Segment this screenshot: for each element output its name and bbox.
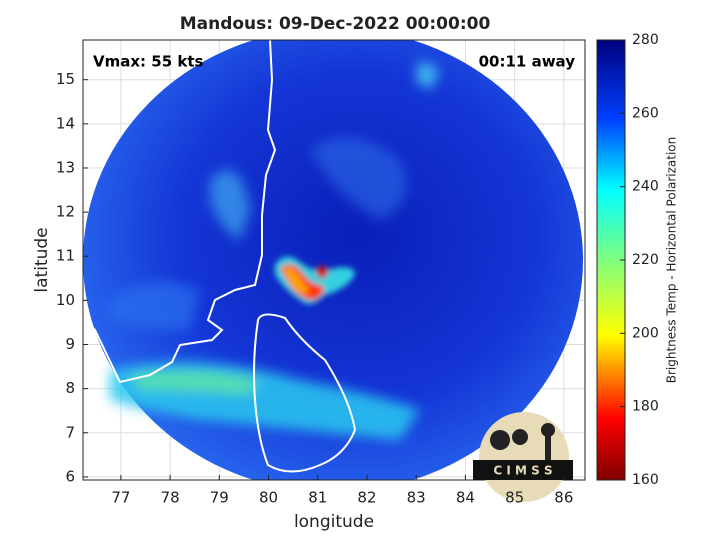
- y-tick-label: 11: [56, 247, 75, 265]
- y-tick-label: 14: [56, 114, 75, 132]
- y-tick-label: 15: [56, 70, 75, 88]
- x-tick-label: 85: [505, 489, 524, 507]
- y-tick-label: 8: [65, 379, 75, 397]
- x-tick-label: 84: [456, 489, 475, 507]
- logo: C I M S S: [473, 412, 573, 502]
- coastline: [84, 40, 277, 384]
- colorbar-tick-label: 220: [632, 252, 659, 268]
- y-tick-label: 13: [56, 158, 75, 176]
- chart-title: Mandous: 09-Dec-2022 00:00:00: [180, 14, 491, 34]
- satellite-image: [83, 40, 583, 480]
- colorbar-tick-label: 200: [632, 325, 659, 341]
- x-tick-label: 86: [554, 489, 573, 507]
- cloud-features: [110, 60, 440, 440]
- x-tick-label: 81: [308, 489, 327, 507]
- x-tick-label: 77: [111, 489, 130, 507]
- logo-text: C I M S S: [493, 464, 552, 478]
- sri-lanka-coast: [253, 313, 357, 473]
- y-tick-label: 6: [65, 467, 75, 485]
- colorbar-tick-label: 160: [632, 472, 659, 488]
- logo-tank: [541, 423, 555, 437]
- x-tick-label: 82: [357, 489, 376, 507]
- colorbar-tick-label: 280: [632, 32, 659, 48]
- x-tick-label: 80: [259, 489, 278, 507]
- colorbar-tick-label: 260: [632, 105, 659, 121]
- colorbar-tick-label: 240: [632, 179, 659, 195]
- eyewall: [275, 256, 355, 304]
- x-tick-label: 83: [407, 489, 426, 507]
- colorbar-tick-label: 180: [632, 399, 659, 415]
- logo-dish: [512, 429, 528, 445]
- colorbar-label: Brightness Temp - Horizontal Polarizatio…: [665, 137, 679, 384]
- y-axis-label: latitude: [32, 227, 52, 292]
- x-tick-label: 78: [161, 489, 180, 507]
- y-tick-label: 7: [65, 423, 75, 441]
- y-tick-label: 12: [56, 203, 75, 221]
- y-tick-label: 10: [56, 291, 75, 309]
- logo-band: [473, 460, 573, 480]
- logo-dish: [490, 430, 510, 450]
- annotation: Vmax: 55 kts: [93, 53, 203, 71]
- x-tick-label: 79: [210, 489, 229, 507]
- plot-frame: [82, 39, 586, 481]
- x-axis-label: longitude: [294, 512, 374, 532]
- logo-tower: [545, 432, 551, 460]
- y-tick-label: 9: [65, 335, 75, 353]
- annotation: 00:11 away: [479, 53, 576, 71]
